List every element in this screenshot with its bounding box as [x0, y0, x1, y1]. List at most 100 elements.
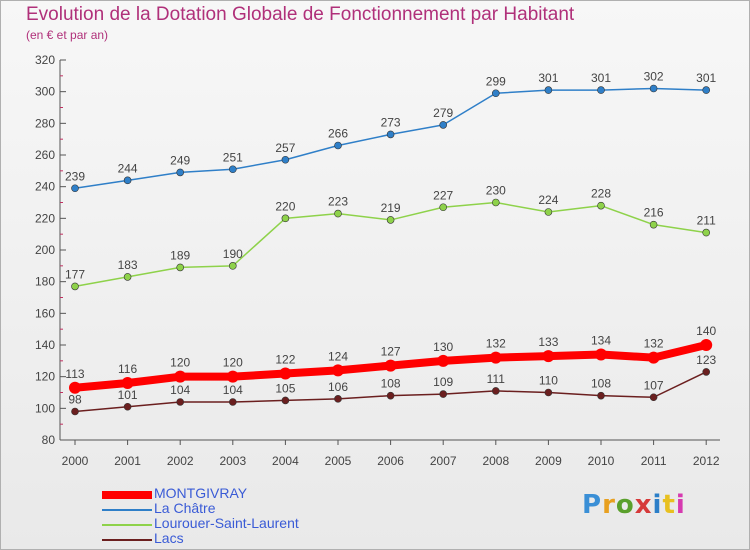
point-la-ch-tre-2000: [71, 184, 79, 193]
point-la-ch-tre-2007: [439, 121, 448, 129]
point-lacs-2001: [123, 402, 132, 411]
data-label-la-ch-tre-2012: 301: [696, 71, 716, 85]
point-montgivray-2007: [437, 354, 450, 367]
data-label-lourouer-saint-laurent-2003: 190: [223, 247, 243, 261]
x-tick-label-2000: 2000: [62, 454, 89, 468]
point-lacs-2002: [176, 398, 184, 406]
data-label-lourouer-saint-laurent-2011: 216: [644, 206, 664, 220]
data-label-lourouer-saint-laurent-2004: 220: [275, 199, 295, 213]
legend-label-lacs: Lacs: [154, 530, 184, 546]
point-lacs-2008: [491, 387, 500, 395]
legend-label-la-ch-tre: La Châtre: [154, 500, 216, 516]
y-tick-label-140: 140: [35, 338, 55, 352]
y-tick-label-320: 320: [35, 53, 55, 67]
point-lourouer-saint-laurent-2003: [229, 262, 237, 270]
point-la-ch-tre-2002: [176, 168, 184, 177]
data-label-lourouer-saint-laurent-2008: 230: [486, 184, 506, 198]
point-la-ch-tre-2004: [281, 155, 290, 164]
x-tick-label-2004: 2004: [272, 454, 299, 468]
x-tick-label-2003: 2003: [219, 454, 246, 468]
point-la-ch-tre-2011: [649, 84, 658, 93]
point-lacs-2010: [597, 391, 605, 400]
point-lourouer-saint-laurent-2005: [334, 209, 342, 218]
point-lourouer-saint-laurent-2000: [71, 282, 79, 291]
legend-swatch-lacs: [102, 539, 152, 541]
data-label-la-ch-tre-2008: 299: [486, 74, 506, 88]
point-lacs-2004: [281, 396, 290, 405]
series-line-la-ch-tre: [74, 87, 707, 189]
x-tick-label-2010: 2010: [588, 454, 615, 468]
point-lacs-2009: [544, 388, 553, 397]
data-label-la-ch-tre-2003: 251: [223, 150, 243, 164]
point-montgivray-2003: [226, 370, 239, 383]
point-montgivray-2005: [332, 364, 344, 377]
point-la-ch-tre-2010: [597, 86, 605, 94]
x-tick-label-2007: 2007: [430, 454, 457, 468]
point-la-ch-tre-2012: [702, 86, 711, 94]
point-la-ch-tre-2009: [544, 86, 553, 94]
data-label-montgivray-2001: 116: [118, 362, 137, 376]
data-label-montgivray-2003: 120: [223, 356, 243, 370]
x-tick-label-2005: 2005: [325, 454, 352, 468]
point-la-ch-tre-2003: [229, 165, 237, 174]
data-label-la-ch-tre-2001: 244: [118, 161, 138, 175]
y-tick-label-280: 280: [35, 116, 55, 130]
point-la-ch-tre-2006: [386, 130, 395, 139]
data-label-lourouer-saint-laurent-2007: 227: [433, 188, 453, 202]
data-label-lacs-2007: 109: [433, 375, 453, 389]
point-montgivray-2011: [647, 351, 660, 364]
data-label-lourouer-saint-laurent-2010: 228: [591, 187, 611, 201]
point-montgivray-2012: [700, 339, 713, 351]
point-la-ch-tre-2008: [491, 89, 500, 98]
point-lourouer-saint-laurent-2002: [176, 263, 184, 272]
point-lourouer-saint-laurent-2001: [123, 273, 132, 281]
point-montgivray-2004: [279, 367, 292, 380]
data-label-lacs-2002: 104: [170, 383, 190, 397]
point-montgivray-2002: [174, 370, 187, 383]
point-lacs-2003: [229, 398, 237, 406]
point-lacs-2005: [334, 395, 342, 403]
y-tick-label-240: 240: [35, 180, 55, 194]
x-tick-label-2012: 2012: [693, 454, 720, 468]
point-montgivray-2006: [384, 359, 397, 372]
data-label-lacs-2012: 123: [696, 353, 716, 367]
point-montgivray-2009: [542, 350, 555, 363]
point-montgivray-2001: [121, 377, 134, 389]
data-label-lourouer-saint-laurent-2005: 223: [328, 195, 348, 209]
point-montgivray-2008: [489, 351, 502, 364]
point-montgivray-2010: [595, 348, 607, 361]
x-tick-label-2011: 2011: [641, 454, 667, 468]
x-tick-label-2001: 2001: [114, 454, 141, 468]
data-label-la-ch-tre-2002: 249: [170, 153, 190, 167]
data-label-lacs-2009: 110: [539, 374, 558, 388]
point-lourouer-saint-laurent-2012: [702, 228, 711, 237]
legend-label-lourouer-saint-laurent: Lourouer-Saint-Laurent: [154, 515, 299, 531]
data-label-lourouer-saint-laurent-2006: 219: [381, 201, 401, 215]
data-label-lacs-2011: 107: [644, 378, 664, 392]
y-tick-label-200: 200: [35, 243, 55, 257]
data-label-la-ch-tre-2009: 301: [538, 71, 558, 85]
data-label-la-ch-tre-2011: 302: [644, 70, 664, 84]
legend-label-montgivray: MONTGIVRAY: [154, 485, 248, 501]
data-label-lacs-2001: 101: [118, 388, 138, 402]
point-la-ch-tre-2001: [123, 176, 132, 185]
point-lourouer-saint-laurent-2004: [281, 214, 290, 223]
data-label-montgivray-2011: 132: [644, 337, 664, 351]
data-label-lourouer-saint-laurent-2002: 189: [170, 248, 190, 262]
data-label-montgivray-2006: 127: [381, 345, 401, 359]
legend-swatch-la-ch-tre: [102, 509, 152, 511]
data-label-montgivray-2010: 134: [591, 334, 611, 348]
data-label-la-ch-tre-2005: 266: [328, 127, 348, 141]
y-tick-label-160: 160: [35, 306, 55, 320]
data-label-montgivray-2004: 122: [275, 353, 295, 367]
point-lourouer-saint-laurent-2007: [439, 203, 448, 212]
x-tick-label-2008: 2008: [482, 454, 509, 468]
data-label-montgivray-2005: 124: [328, 349, 348, 363]
data-label-lacs-2010: 108: [591, 377, 611, 391]
chart-title: Evolution de la Dotation Globale de Fonc…: [26, 4, 575, 25]
data-label-lacs-2003: 104: [223, 383, 243, 397]
data-label-la-ch-tre-2000: 239: [65, 169, 85, 183]
data-label-lacs-2000: 98: [68, 393, 82, 407]
y-tick-label-120: 120: [35, 370, 55, 384]
data-label-montgivray-2000: 113: [65, 367, 84, 381]
